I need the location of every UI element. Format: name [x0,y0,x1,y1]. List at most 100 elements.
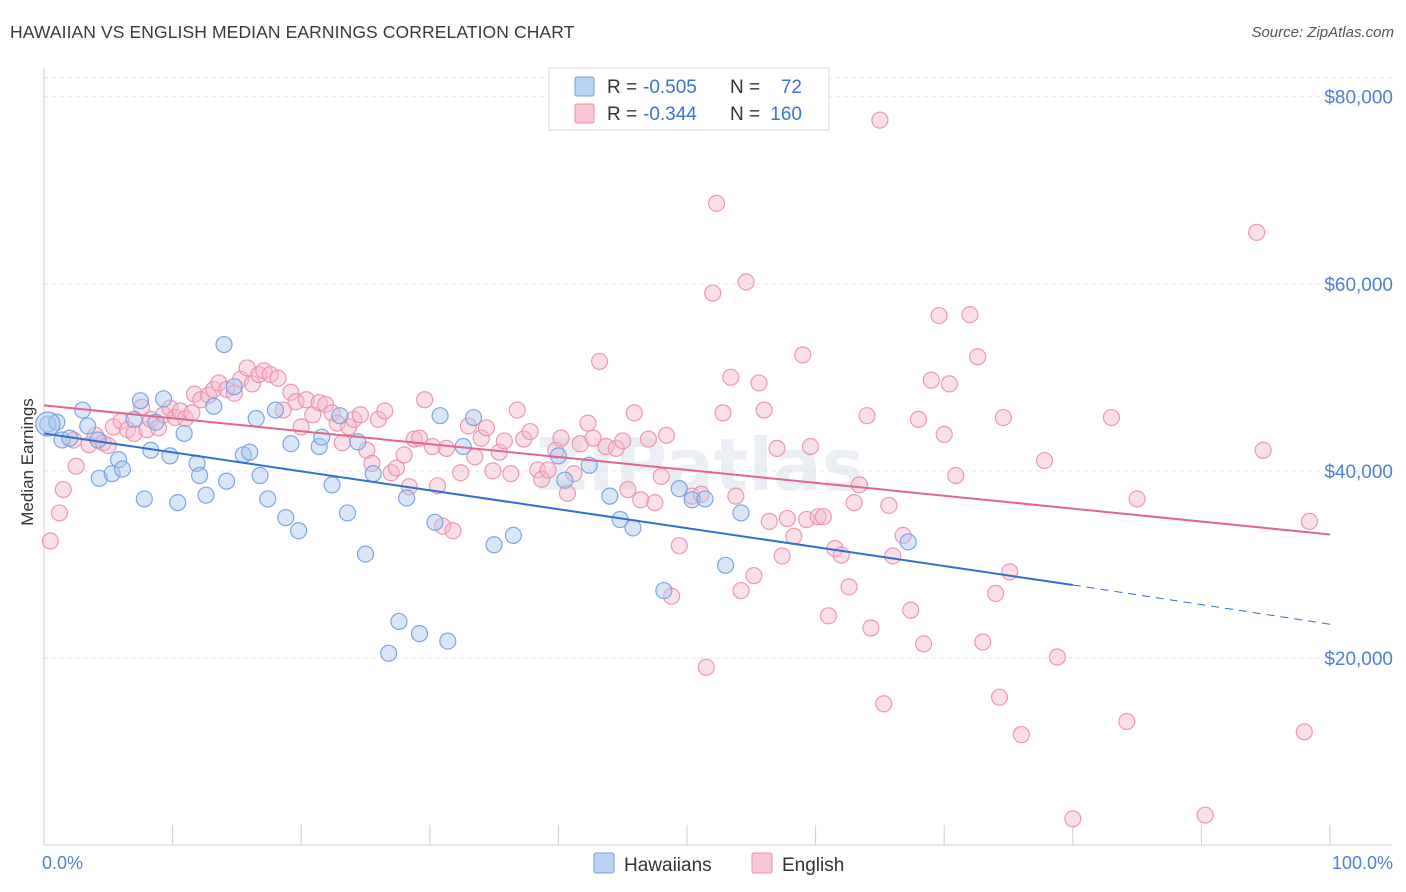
english-point [437,439,456,458]
english-point [484,462,502,480]
english-point [961,306,979,324]
english-point [750,374,768,392]
english-r-value: -0.344 [643,104,697,125]
english-point [768,439,786,458]
english-point [727,487,745,505]
y-tick-label: $60,000 [1324,275,1393,296]
hawaiians-r-label: R = [607,77,637,98]
english-point [809,508,827,526]
english-point [778,509,796,528]
hawaiians-point [356,545,375,563]
hawaiians-point [390,612,408,631]
y-tick-label: $40,000 [1324,462,1393,483]
english-point [287,393,305,411]
hawaiians-legend-swatch [593,852,615,874]
english-point [387,459,405,477]
hawaiians-point [147,413,165,431]
english-point [990,688,1009,706]
hawaiians-legend-label: Hawaiians [624,855,712,876]
english-point [67,457,85,475]
hawaiians-point [218,472,236,490]
hawaiians-point [323,476,341,494]
english-point [1254,441,1272,459]
hawaiians-point [439,632,457,650]
english-point [1300,512,1319,530]
hawaiians-point-large [35,411,61,437]
english-point [697,658,715,676]
hawaiians-point [131,392,150,410]
english-point [801,437,820,456]
english-n-value: 160 [770,104,802,125]
english-point [597,437,615,456]
hawaiians-point [696,490,714,508]
hawaiians-point [135,490,153,508]
english-point [819,607,838,625]
hawaiians-point [313,428,331,446]
english-point [722,368,740,386]
english-point [533,470,551,488]
hawaiians-point [364,465,382,483]
english-point [745,567,763,585]
english-point [590,352,609,371]
legend-series: Hawaiians English [593,852,844,876]
english-point [969,348,987,366]
english-point [539,461,557,479]
english-trend-line [43,404,1331,536]
english-point [444,522,462,540]
english-point [652,467,670,486]
english-points [41,111,1319,828]
y-tick-label: $20,000 [1324,649,1393,670]
hawaiians-point [732,504,750,522]
english-point [657,426,676,444]
english-point [794,346,812,364]
english-point [50,504,69,522]
english-point [472,429,490,447]
english-point [558,484,577,502]
hawaiians-point [277,509,295,527]
english-point [1118,712,1136,731]
hawaiians-point [899,533,917,551]
english-point [502,465,520,483]
hawaiians-point [290,522,308,540]
english-point [814,508,832,526]
english-point [785,527,803,545]
hawaiians-point [556,471,574,489]
english-point [880,496,898,515]
english-point [646,494,664,512]
hawaiians-point [380,644,398,662]
english-point [922,371,940,389]
hawaiians-point [79,417,97,435]
english-point [755,401,773,419]
axes [43,68,1392,846]
hawaiians-point [266,401,285,419]
hawaiians-point [431,407,449,425]
english-point [423,437,441,456]
hawaiians-trend-line [43,432,1073,586]
hawaiians-point [154,390,173,408]
hawaiians-legend-swatch [574,76,595,97]
hawaiians-point [464,408,483,427]
english-point [1248,223,1266,241]
hawaiians-point [624,519,642,537]
hawaiians-point [504,526,522,544]
y-tick-label: $80,000 [1324,88,1393,109]
x-tick-label-max: 100.0% [1332,853,1393,873]
english-point [382,464,400,482]
hawaiians-point [601,487,619,505]
english-point [930,306,948,325]
hawaiians-point [109,451,128,469]
english-point [1128,490,1146,508]
hawaiians-point [175,424,193,443]
english-point [1102,408,1120,427]
hawaiians-point [90,469,108,487]
english-point [1012,726,1030,744]
english-point [773,547,791,565]
english-point [732,581,750,600]
source-label: Source: ZipAtlas.com [1251,24,1394,41]
english-point [565,465,583,483]
english-point [297,391,315,409]
english-point [579,414,597,432]
english-point [915,635,933,653]
english-legend-swatch [574,103,595,124]
english-point [994,408,1012,427]
